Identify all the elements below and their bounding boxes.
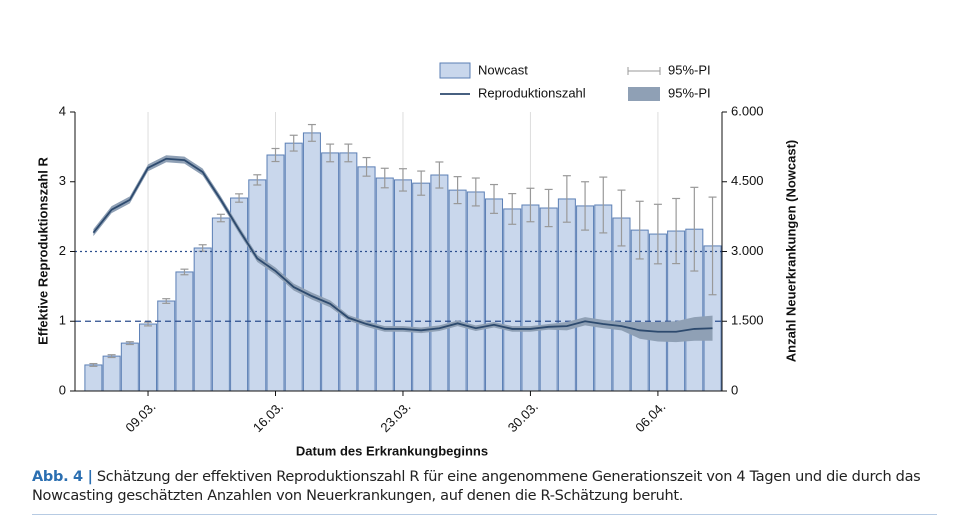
error-bar	[708, 196, 717, 296]
bar	[175, 271, 194, 392]
caption: Abb. 4 | Schätzung der effektiven Reprod…	[32, 468, 937, 506]
error-bar	[635, 200, 644, 260]
x-tick-label: 16.03.	[250, 399, 286, 435]
error-bar	[107, 354, 116, 359]
bar	[430, 174, 449, 392]
error-bar	[398, 168, 407, 192]
bar	[84, 364, 103, 392]
bar	[485, 198, 504, 392]
error-bar	[690, 186, 699, 272]
x-tick-label: 30.03.	[505, 399, 541, 435]
error-bar	[344, 143, 353, 163]
error-bar	[471, 177, 480, 207]
ci-band	[93, 155, 713, 343]
chart: Datum des Erkrankungbeginns Effektive Re…	[35, 62, 798, 458]
bar	[139, 323, 158, 392]
bar	[339, 152, 358, 392]
bar	[102, 355, 121, 392]
bar	[193, 247, 212, 392]
y-tick-label: 3	[59, 173, 66, 188]
legend-label: Nowcast	[478, 62, 528, 77]
bar	[503, 208, 522, 392]
y-tick-label: 2	[59, 243, 66, 258]
error-bar	[180, 268, 189, 276]
error-bar	[599, 176, 608, 234]
legend-label: 95%-PI	[668, 85, 711, 100]
y-tick-label: 4	[59, 103, 66, 118]
bar	[521, 204, 540, 392]
bar	[321, 152, 340, 392]
error-bar	[417, 170, 426, 196]
bar	[120, 342, 139, 392]
error-bar	[289, 134, 298, 152]
error-bar	[326, 143, 335, 163]
bar	[393, 179, 412, 392]
error-bar	[672, 197, 681, 265]
bar	[466, 191, 485, 392]
error-bar	[271, 147, 280, 163]
caption-text: Schätzung der effektiven Reproduktionsza…	[32, 469, 921, 504]
error-bar	[125, 341, 134, 346]
bar	[357, 166, 376, 392]
error-bar	[653, 203, 662, 265]
error-bar	[89, 362, 98, 367]
error-bar	[235, 193, 244, 203]
y2-tick-label: 3.000	[731, 243, 764, 258]
error-bar	[216, 213, 225, 223]
y-tick-label: 1	[59, 313, 66, 328]
bar	[284, 142, 303, 392]
error-bar	[490, 183, 499, 214]
error-bar	[362, 156, 371, 177]
error-bar	[562, 175, 571, 223]
r-line	[92, 157, 713, 333]
error-bar	[380, 167, 389, 189]
legend-label: Reproduktionszahl	[478, 85, 586, 100]
bar	[302, 132, 321, 392]
bar	[448, 189, 467, 392]
y2-tick-label: 6.000	[731, 103, 764, 118]
y-tick-label: 0	[59, 382, 66, 397]
error-bar	[253, 174, 262, 186]
legend-label: 95%-PI	[668, 62, 711, 77]
error-bar	[526, 187, 535, 223]
y2-tick-label: 4.500	[731, 173, 764, 188]
error-bar	[508, 193, 517, 225]
error-bar	[544, 188, 553, 228]
error-bar	[162, 298, 171, 304]
bar	[375, 177, 394, 392]
caption-label: Abb. 4 |	[32, 469, 93, 485]
error-bar	[435, 161, 444, 189]
bar	[539, 207, 558, 392]
legend-swatch	[628, 87, 660, 101]
bar	[157, 300, 176, 392]
x-tick-label: 09.03.	[122, 399, 158, 435]
legend-swatch	[439, 62, 471, 79]
error-bar	[144, 321, 153, 327]
y2-axis-title: Anzahl Neuerkrankungen (Nowcast)	[783, 140, 798, 363]
error-bar	[581, 181, 590, 231]
error-bar	[617, 189, 626, 247]
x-tick-label: 23.03.	[377, 399, 413, 435]
error-bar	[307, 123, 316, 142]
x-axis-title: Datum des Erkrankungbeginns	[296, 443, 488, 458]
bar	[576, 205, 595, 392]
y-axis-title: Effektive Reproduktionszahl R	[35, 156, 50, 344]
bar	[412, 182, 431, 392]
bar	[248, 179, 267, 392]
x-tick-label: 06.04.	[632, 399, 668, 435]
caption-rule	[32, 514, 937, 515]
error-bar	[453, 176, 462, 205]
bar	[557, 198, 576, 392]
y2-tick-label: 0	[731, 382, 738, 397]
y2-tick-label: 1.500	[731, 313, 764, 328]
bar	[211, 217, 230, 392]
